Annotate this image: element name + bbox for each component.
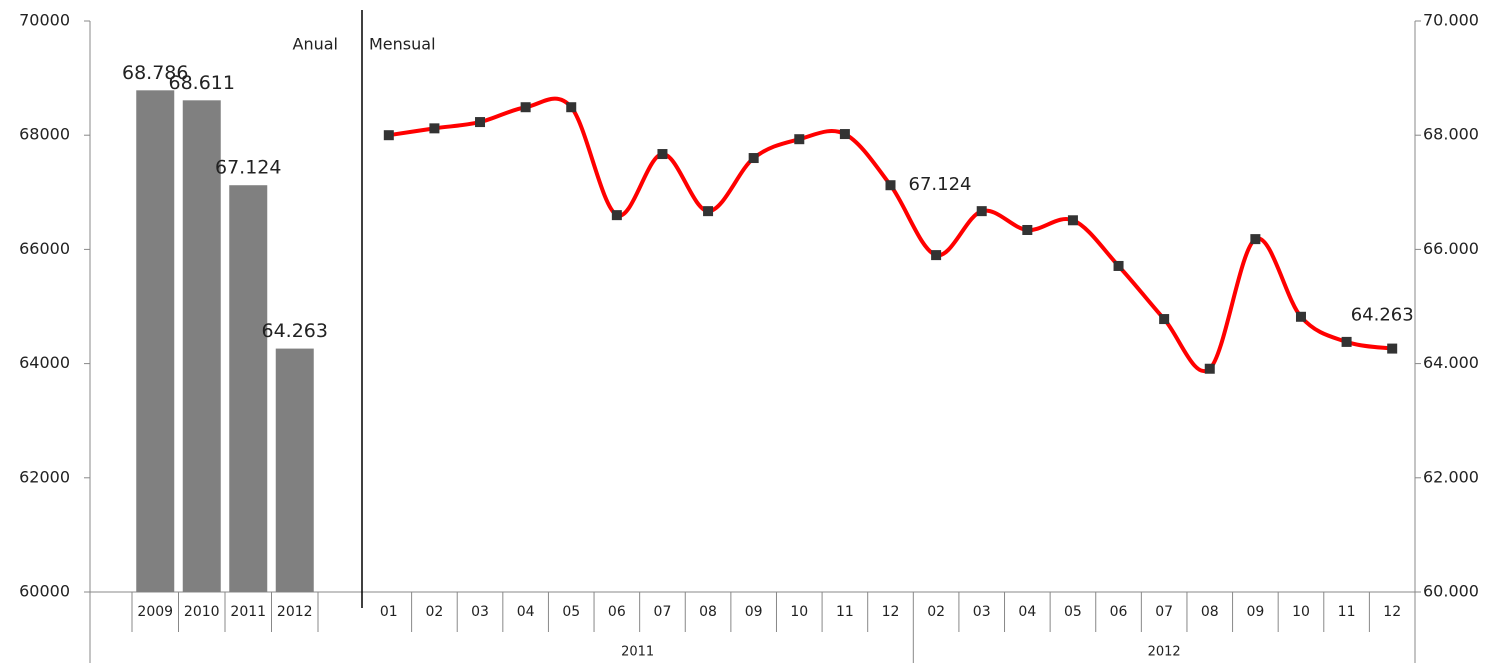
y-tick-label: 62000 — [19, 467, 70, 486]
x-tick-label: 04 — [1018, 604, 1036, 620]
y-tick-label: 70000 — [19, 11, 70, 30]
x-tick-label: 05 — [562, 604, 580, 620]
line — [388, 96, 1393, 374]
group-label: 2011 — [621, 645, 654, 660]
x-tick-label: 2009 — [137, 604, 173, 620]
marker — [1387, 343, 1398, 354]
x-tick-label: 2010 — [184, 604, 220, 620]
x-tick-label: 10 — [1292, 604, 1310, 620]
marker — [1022, 224, 1033, 235]
x-tick-label: 03 — [471, 604, 489, 620]
x-tick-label: 06 — [1110, 604, 1128, 620]
x-tick-label: 06 — [608, 604, 626, 620]
x-tick-label: 10 — [790, 604, 808, 620]
x-tick-label: 11 — [836, 604, 854, 620]
x-tick-label: 12 — [1383, 604, 1401, 620]
y2-tick-label: 66.000 — [1423, 239, 1479, 258]
line-value-label: 67.124 — [909, 174, 972, 195]
marker — [566, 102, 577, 113]
line-value-label: 64.263 — [1351, 305, 1414, 326]
marker — [1295, 311, 1306, 322]
x-tick-label: 07 — [654, 604, 672, 620]
marker — [748, 153, 759, 164]
monthly-label: Mensual — [369, 35, 436, 54]
y2-tick-label: 64.000 — [1423, 353, 1479, 372]
bar-value-label: 67.124 — [215, 157, 281, 179]
annual-label: Anual — [293, 35, 338, 54]
x-tick-label: 2012 — [277, 604, 313, 620]
y2-tick-label: 60.000 — [1423, 582, 1479, 601]
marker — [976, 206, 987, 217]
x-tick-label: 09 — [745, 604, 763, 620]
marker — [839, 129, 850, 140]
marker — [794, 134, 805, 145]
x-tick-label: 01 — [380, 604, 398, 620]
y2-tick-label: 62.000 — [1423, 467, 1479, 486]
marker — [520, 102, 531, 113]
marker — [611, 210, 622, 221]
x-tick-label: 12 — [882, 604, 900, 620]
bar — [229, 185, 268, 592]
marker — [383, 130, 394, 141]
x-tick-label: 08 — [1201, 604, 1219, 620]
bar-value-label: 68.786 — [122, 62, 188, 84]
x-tick-label: 07 — [1155, 604, 1173, 620]
marker — [1204, 363, 1215, 374]
group-label: 2012 — [1148, 645, 1181, 660]
bar-value-label: 68.611 — [169, 72, 235, 94]
bar-value-label: 64.263 — [262, 320, 328, 342]
marker — [1341, 336, 1352, 347]
bar — [136, 90, 175, 592]
marker — [703, 206, 714, 217]
x-tick-label: 03 — [973, 604, 991, 620]
x-tick-label: 11 — [1338, 604, 1356, 620]
marker — [885, 180, 896, 191]
marker — [1113, 260, 1124, 271]
x-tick-label: 02 — [425, 604, 443, 620]
x-tick-label: 04 — [517, 604, 535, 620]
marker — [657, 149, 668, 160]
marker — [429, 123, 440, 134]
marker — [1159, 314, 1170, 325]
marker — [931, 250, 942, 261]
y-tick-label: 64000 — [19, 353, 70, 372]
marker — [475, 117, 486, 128]
x-tick-label: 05 — [1064, 604, 1082, 620]
y-tick-label: 66000 — [19, 239, 70, 258]
x-tick-label: 2011 — [230, 604, 266, 620]
y-tick-label: 60000 — [19, 582, 70, 601]
x-tick-label: 09 — [1246, 604, 1264, 620]
y2-tick-label: 68.000 — [1423, 125, 1479, 144]
y2-tick-label: 70.000 — [1423, 11, 1479, 30]
marker — [1067, 215, 1078, 226]
marker — [1250, 234, 1261, 245]
x-tick-label: 08 — [699, 604, 717, 620]
bar — [182, 100, 221, 593]
y-tick-label: 68000 — [19, 125, 70, 144]
x-tick-label: 02 — [927, 604, 945, 620]
bar — [275, 348, 314, 592]
